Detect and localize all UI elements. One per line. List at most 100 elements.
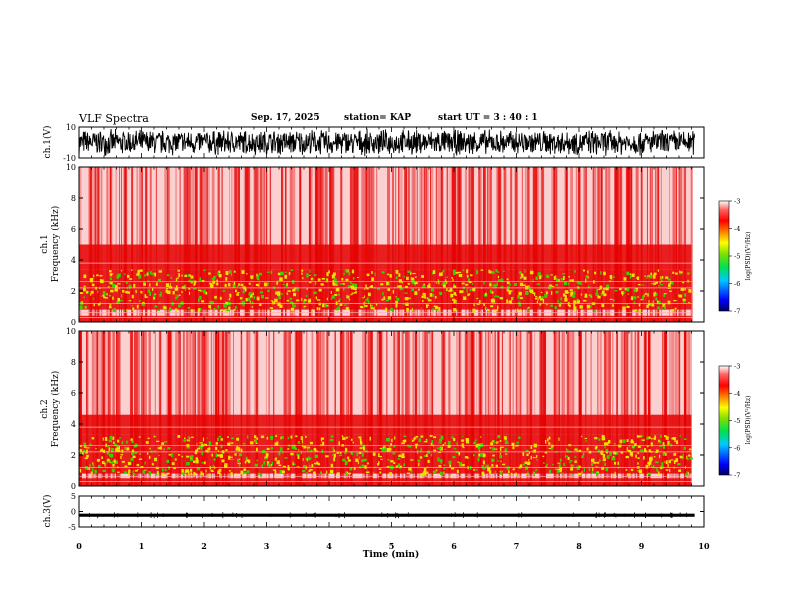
p2-speckle (259, 291, 263, 294)
p3-speckle (402, 439, 406, 443)
p3-streak (378, 331, 382, 486)
p3-speckle (218, 468, 222, 472)
p3-speckle (478, 450, 481, 453)
p3-speckle (111, 468, 115, 473)
p3-speckle (260, 435, 265, 439)
p3-streak (612, 331, 614, 486)
p2-speckle (275, 291, 279, 295)
p2-speckle (550, 274, 553, 276)
p3-speckle (634, 443, 637, 447)
p3-speckle (659, 454, 661, 459)
p3-speckle (230, 472, 233, 476)
p2-speckle (448, 290, 452, 292)
p2-speckle (131, 269, 133, 271)
p2-speckle (453, 285, 457, 288)
p2-speckle (267, 282, 269, 286)
p2-speckle (364, 305, 368, 307)
p2-speckle (668, 283, 671, 288)
p2-speckle (253, 296, 256, 300)
p2-speckle (647, 292, 650, 295)
p2-speckle (342, 283, 345, 285)
p2-speckle (121, 270, 123, 272)
p2-speckle (387, 288, 390, 292)
p2-speckle (270, 270, 273, 275)
p2-speckle (109, 304, 112, 306)
p3-speckle (601, 435, 605, 438)
p2-speckle (83, 287, 86, 292)
p2-speckle (347, 295, 350, 299)
p2-speckle (587, 270, 589, 274)
p3-streak (497, 331, 499, 486)
p2-speckle (540, 296, 544, 299)
p2-speckle (178, 294, 181, 297)
p2-speckle (289, 297, 292, 300)
p3-speckle (684, 473, 687, 477)
p3-speckle (543, 462, 545, 464)
p3-speckle (491, 440, 494, 442)
p3-streak (86, 331, 88, 486)
p2-speckle (175, 285, 178, 288)
p3-speckle (415, 445, 418, 449)
p3-streak (216, 331, 219, 486)
p2-speckle (421, 295, 424, 299)
p3-streak (294, 331, 298, 486)
p2-speckle (455, 271, 459, 274)
p2-speckle (555, 290, 559, 294)
p2-speckle (139, 269, 143, 272)
p3-speckle (234, 473, 237, 475)
p3-speckle (220, 444, 223, 449)
p2-speckle (506, 299, 508, 304)
p3-speckle (628, 445, 630, 448)
p3-speckle (147, 437, 150, 440)
p2-speckle (633, 289, 637, 293)
p2-speckle (293, 305, 296, 307)
p2-speckle (83, 285, 86, 288)
p2-speckle (133, 283, 136, 288)
p3-speckle (187, 436, 190, 439)
p3-speckle (181, 472, 185, 475)
p3-speckle (138, 436, 141, 438)
p2-speckle (536, 301, 539, 304)
p3-speckle (439, 448, 442, 450)
p3-speckle (359, 439, 362, 442)
p3-speckle (307, 447, 309, 452)
p3-speckle (215, 446, 218, 451)
p2-speckle (432, 270, 436, 274)
p3-speckle (155, 466, 159, 470)
p3-streak (240, 331, 243, 486)
p3-speckle (292, 463, 296, 466)
p2-speckle (461, 282, 465, 285)
p3-speckle (183, 439, 187, 442)
p3-speckle (247, 435, 249, 439)
p2-speckle (248, 297, 251, 302)
p3-speckle (157, 447, 161, 450)
p2-speckle (318, 288, 322, 292)
p3-streak (233, 331, 234, 486)
p3-speckle (116, 445, 120, 450)
p2-speckle (519, 282, 524, 287)
p3-speckle (101, 448, 103, 450)
p3-speckle (353, 467, 356, 470)
p3-speckle (456, 469, 459, 474)
p3-streak (515, 331, 518, 486)
p3-speckle (483, 454, 486, 457)
p3-speckle (495, 464, 499, 468)
p2-speckle (205, 291, 208, 295)
p3-speckle (638, 435, 642, 438)
p3-speckle (195, 450, 198, 455)
p3-speckle (397, 463, 401, 467)
p3-streak (385, 331, 388, 486)
p2-speckle (555, 284, 558, 287)
p3-speckle (669, 469, 671, 473)
p2-speckle (263, 282, 268, 287)
p2-speckle (485, 292, 487, 296)
p2-speckle (116, 301, 120, 304)
p2-speckle (183, 284, 187, 287)
p2-speckle (586, 304, 590, 309)
p3-speckle (550, 447, 553, 450)
p3-streak (189, 331, 192, 486)
p2-speckle (375, 303, 378, 306)
p2-speckle (373, 307, 375, 310)
p2-speckle (646, 304, 649, 309)
p3-speckle (197, 467, 200, 471)
